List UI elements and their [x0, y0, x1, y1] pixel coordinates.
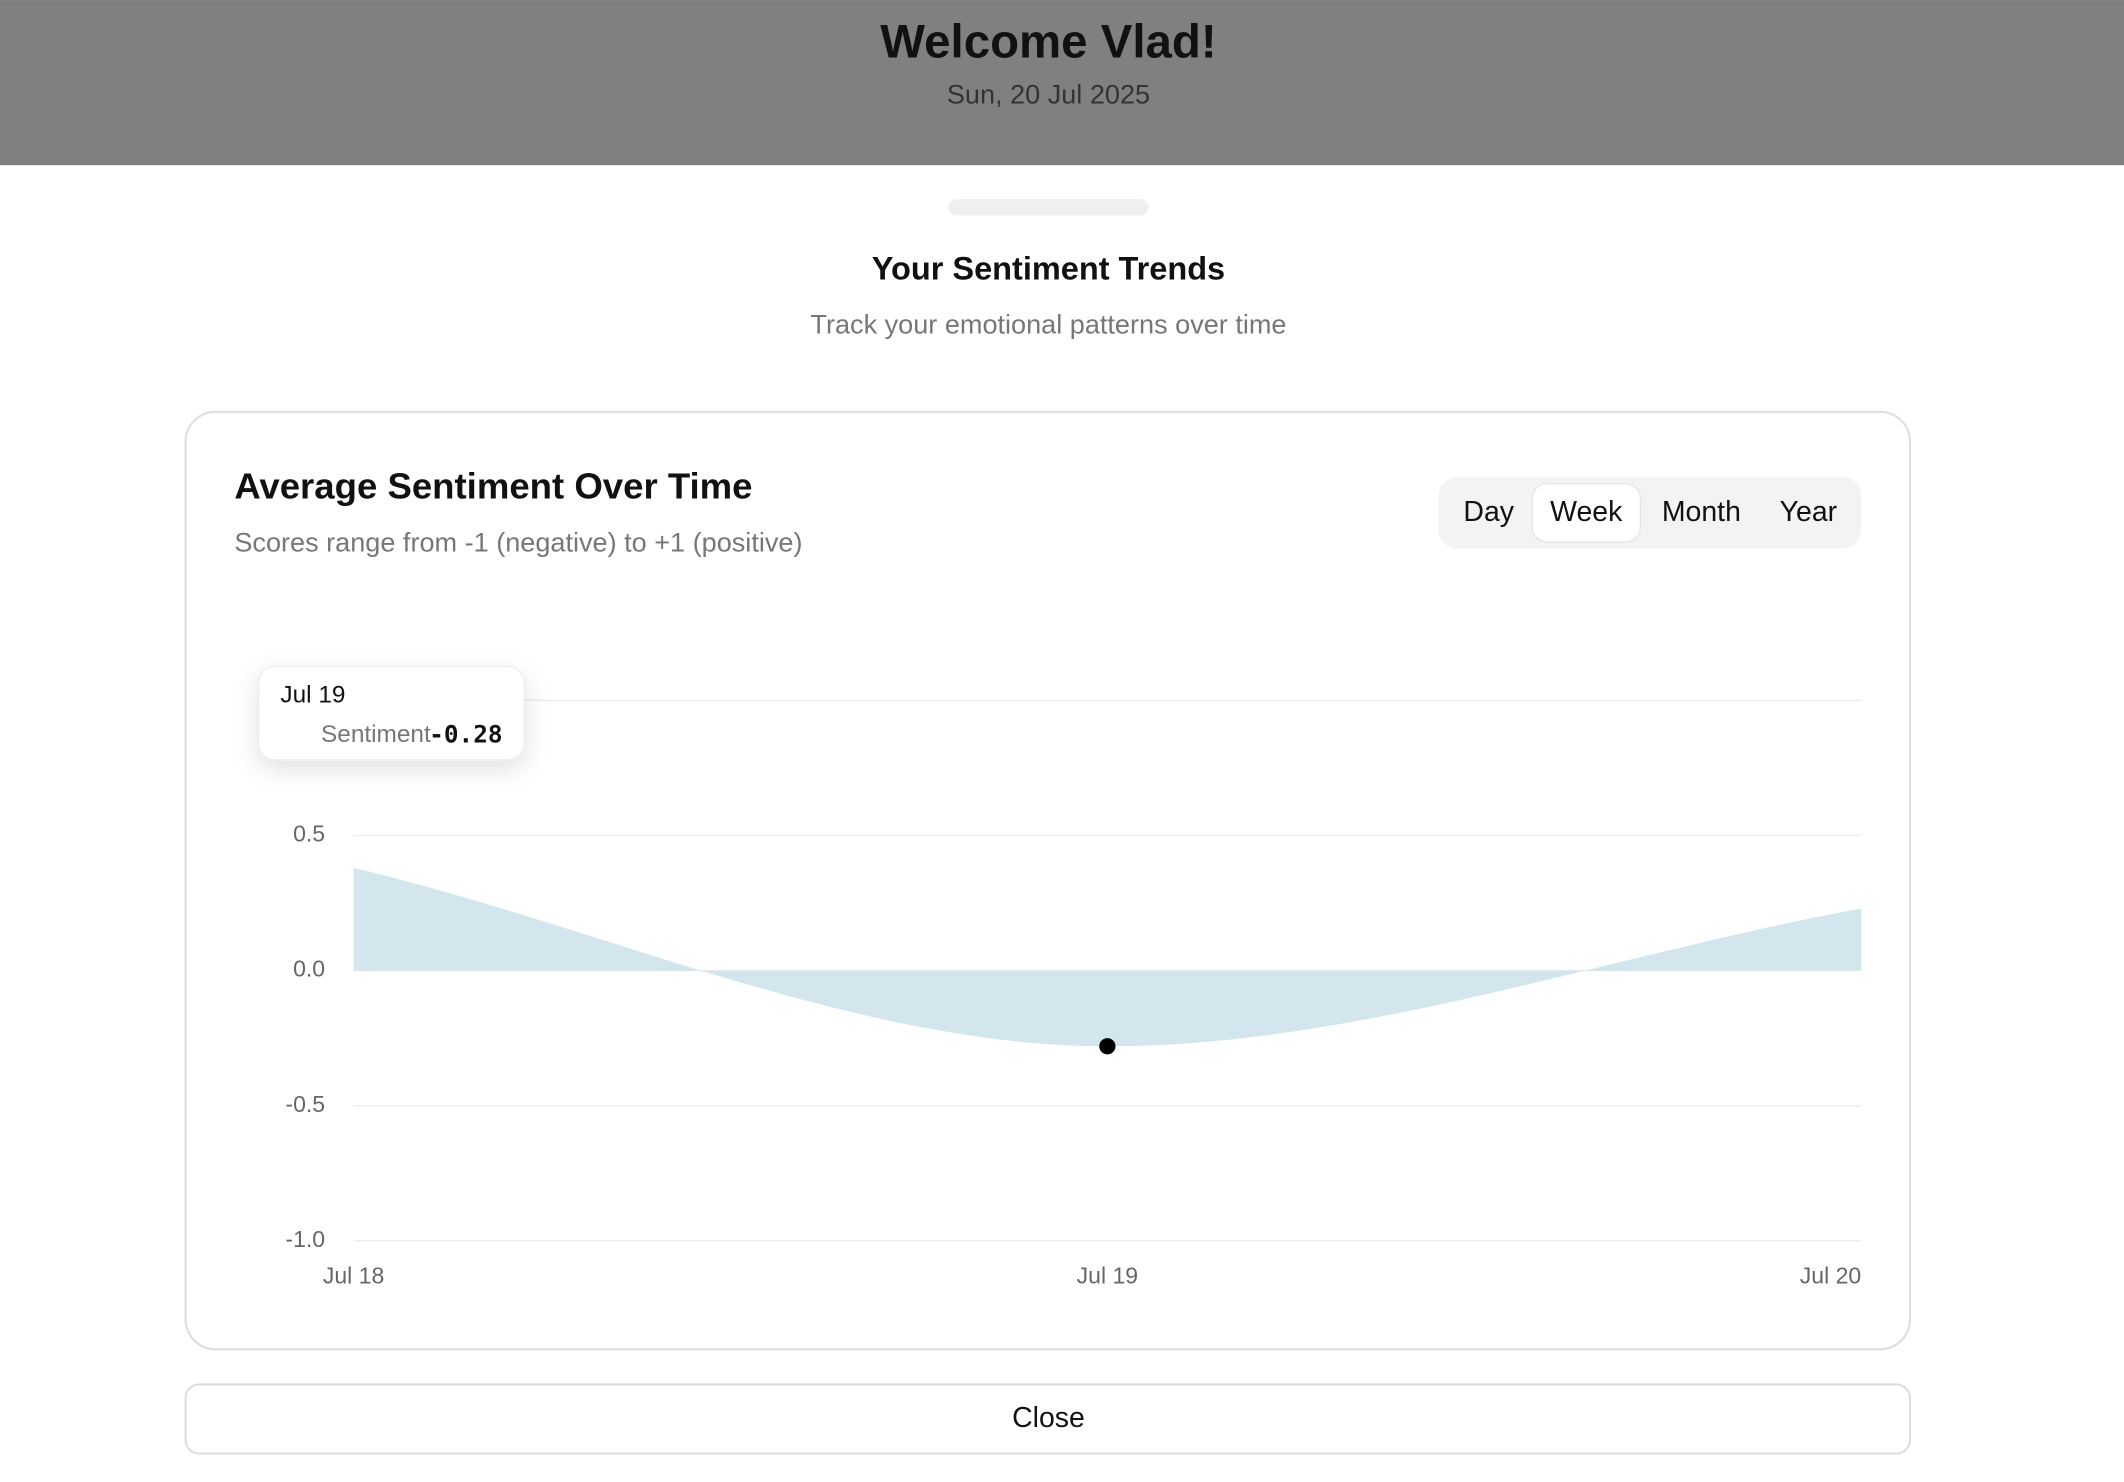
x-tick-label: Jul 19 [1077, 1262, 1138, 1288]
chart-subtitle: Scores range from -1 (negative) to +1 (p… [234, 527, 802, 558]
drag-handle[interactable] [948, 199, 1149, 216]
date: Sun, 20 Jul 2025 [947, 78, 1150, 109]
period-option[interactable]: Year [1780, 496, 1837, 528]
period-option[interactable]: Day [1463, 496, 1514, 528]
sheet-subtitle: Track your emotional patterns over time [810, 309, 1286, 340]
tooltip [258, 665, 525, 761]
x-tick-label: Jul 20 [1800, 1262, 1861, 1288]
sentiment-area [353, 867, 1862, 1047]
y-tick-label: -1.0 [285, 1226, 325, 1252]
y-tick-label: 0.0 [293, 956, 325, 982]
welcome-title: Welcome Vlad! [880, 15, 1216, 68]
tooltip-value: -0.28 [429, 720, 502, 749]
active-point [1099, 1038, 1116, 1055]
sheet-title: Your Sentiment Trends [872, 251, 1225, 287]
y-tick-label: -0.5 [285, 1091, 325, 1117]
close-button[interactable] [184, 1383, 1911, 1455]
period-option[interactable]: Month [1662, 496, 1741, 528]
x-tick-label: Jul 18 [323, 1262, 384, 1288]
y-tick-label: 0.5 [293, 821, 325, 847]
period-option[interactable]: Week [1550, 496, 1623, 528]
tooltip-title: Jul 19 [280, 682, 345, 709]
chart-card [184, 410, 1911, 1351]
period-active[interactable] [1531, 482, 1642, 543]
header-backdrop [0, 0, 2124, 166]
close-label[interactable]: Close [1012, 1402, 1085, 1434]
chart-title: Average Sentiment Over Time [234, 466, 752, 507]
tooltip-label: Sentiment [321, 721, 431, 748]
